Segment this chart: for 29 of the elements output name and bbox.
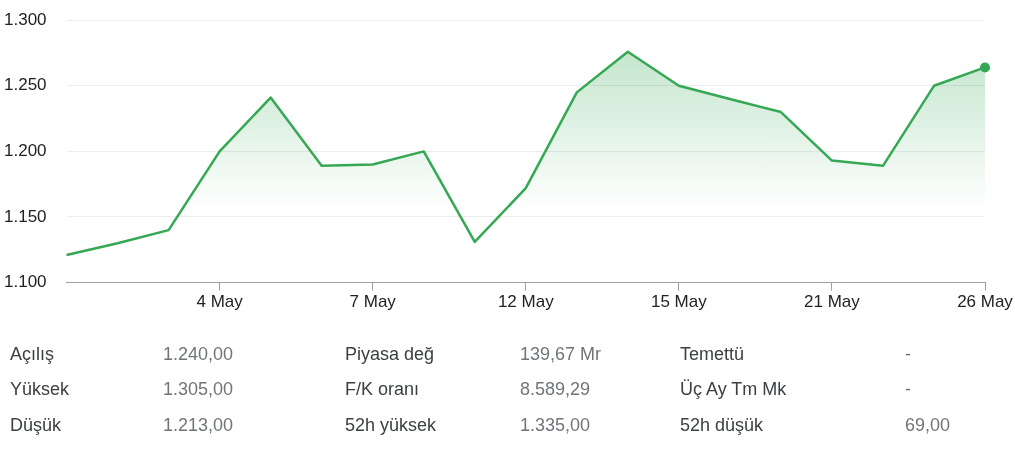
- text: Yüksek: [10, 378, 70, 400]
- x-tick-label: 21 May: [804, 292, 861, 312]
- text: 1.335,00: [520, 414, 591, 436]
- text: 1.305,00: [163, 378, 234, 400]
- y-tick-label: 1.250: [4, 75, 47, 95]
- text: 52h yüksek: [345, 414, 437, 436]
- text: -: [905, 378, 911, 400]
- y-tick-label: 1.200: [4, 141, 47, 161]
- text: Düşük: [10, 414, 62, 436]
- text: 139,67 Mr: [520, 343, 602, 365]
- text: 1.213,00: [163, 414, 234, 436]
- text: 8.589,29: [520, 378, 591, 400]
- text: 1.240,00: [163, 343, 234, 365]
- x-tick-label: 26 May: [957, 292, 1014, 312]
- text: 52h düşük: [680, 414, 764, 436]
- text: Temettü: [680, 343, 745, 365]
- text: Piyasa değ: [345, 343, 435, 365]
- y-tick-label: 1.150: [4, 206, 47, 226]
- y-tick-label: 1.300: [4, 9, 47, 29]
- text: -: [905, 343, 911, 365]
- text: 69,00: [905, 414, 951, 436]
- x-tick-label: 15 May: [650, 292, 708, 312]
- x-tick-label: 7 May: [349, 292, 397, 312]
- text: Açılış: [10, 343, 55, 365]
- y-tick-label: 1.100: [4, 272, 47, 292]
- x-tick-label: 4 May: [196, 292, 244, 312]
- x-tick-label: 12 May: [497, 292, 555, 312]
- text: F/K oranı: [345, 378, 420, 400]
- text: Üç Ay Tm Mk: [680, 378, 787, 400]
